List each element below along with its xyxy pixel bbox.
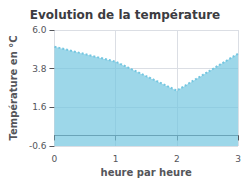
- svg-text:1: 1: [113, 154, 119, 164]
- svg-text:3.8: 3.8: [32, 64, 47, 74]
- svg-text:1.6: 1.6: [32, 102, 47, 112]
- svg-text:2: 2: [174, 154, 180, 164]
- svg-text:heure par heure: heure par heure: [101, 167, 192, 178]
- svg-text:3: 3: [235, 154, 241, 164]
- svg-text:Température en °C: Température en °C: [8, 35, 19, 140]
- svg-text:-0.6: -0.6: [29, 141, 47, 151]
- svg-text:0: 0: [52, 154, 58, 164]
- svg-text:6.0: 6.0: [32, 25, 47, 35]
- svg-text:Evolution de la température: Evolution de la température: [30, 8, 221, 22]
